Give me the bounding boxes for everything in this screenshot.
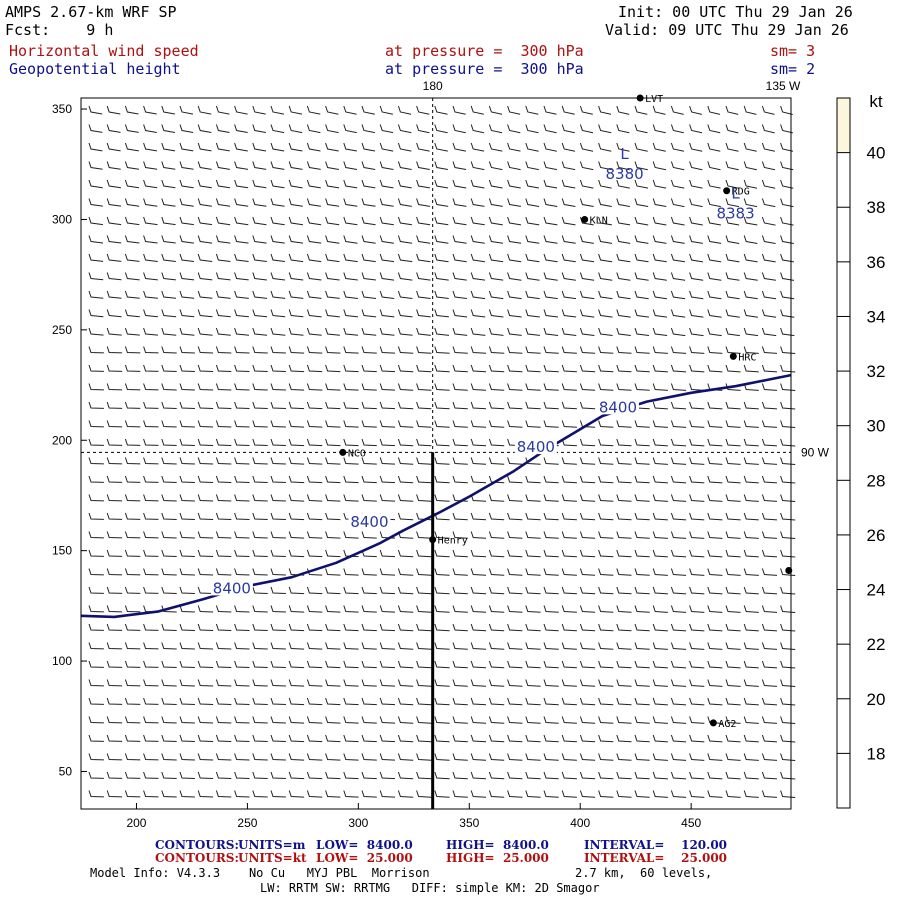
wind-barb-field [88,105,796,798]
low-value: 8380 [606,165,644,183]
field1-name: Horizontal wind speed [9,42,199,60]
contour-label: 8400 [517,438,555,456]
physics-info: LW: RRTM SW: RRTMG DIFF: simple KM: 2D S… [260,881,600,895]
colorbar-tick-label: 20 [867,690,886,709]
contours2-units: UNITS=kt [238,851,307,865]
colorbar-tick-label: 22 [867,635,886,654]
contour-label-bg [348,513,391,530]
x-tick-label: 250 [237,816,257,830]
low-symbol: L [620,145,629,163]
x-tick-label: 200 [126,816,146,830]
station-label: AG2 [718,719,736,730]
field2-level: at pressure = 300 hPa [385,60,584,78]
colorbar-tick-label: 30 [867,417,886,436]
contour-8400 [80,373,792,619]
station-marker [729,352,737,360]
plot-frame [80,97,792,810]
colorbar: kt 18 20 22 24 26 28 30 32 34 36 38 40 [836,92,886,809]
y-tick-label: 200 [52,433,72,447]
station-label: Henry [438,536,468,547]
grid-info: 2.7 km, 60 levels, [575,866,713,880]
wind-barbs [88,105,796,798]
x-tick-label: 400 [570,816,590,830]
colorbar-tick-label: 26 [867,526,886,545]
station-label: LVT [645,94,663,105]
contours2-high: HIGH= 25.000 [446,851,549,865]
y-tick-label: 150 [52,544,72,558]
station-label: NCO [348,448,366,459]
colorbar-tick-label: 32 [867,362,886,381]
low-symbol: L [731,185,740,203]
stations: NCO Henry KLN RDG HRC AG2 LVT [339,94,793,730]
meridian-label-90w: 90 W [801,445,830,459]
contours2-interval: INTERVAL= 25.000 [584,851,728,865]
station-label: HRC [738,352,756,363]
meridian-lines: 180 135 W 90 W [81,79,830,809]
contours1-high: HIGH= 8400.0 [446,838,549,852]
model-info: Model Info: V4.3.3 No Cu MYJ PBL Morriso… [90,866,430,880]
contours2-label: CONTOURS: [155,851,239,865]
colorbar-tick-label: 36 [867,253,886,272]
colorbar-tick-label: 40 [867,144,886,163]
station-marker [581,215,589,223]
contours1-label: CONTOURS: [155,838,239,852]
field2-name: Geopotential height [9,60,181,78]
colorbar-shade [837,98,850,153]
colorbar-tick-label: 24 [867,581,886,600]
contour-label: 8400 [350,513,388,531]
x-tick-label: 450 [681,816,701,830]
low-value: 8383 [716,205,754,223]
station-marker [339,448,347,456]
colorbar-tick-label: 34 [867,307,886,326]
height-contours: 8400 8400 8400 8400 [80,373,792,619]
x-tick-label: 350 [459,816,479,830]
forecast-hour: Fcst: 9 h [5,21,114,39]
contour-label-bg [514,438,557,455]
field1-level: at pressure = 300 hPa [385,42,584,60]
contours1-low: LOW= 8400.0 [316,838,413,852]
contours2-low: LOW= 25.000 [316,851,413,865]
axes: 200 250 300 350 400 450 50 100 150 200 250 300 350 [52,102,702,830]
contours1-interval: INTERVAL= 120.00 [584,838,728,852]
meridian-label-180: 180 [423,79,443,93]
contour-label: 8400 [599,398,637,416]
station-marker [429,536,437,544]
y-tick-label: 50 [59,764,73,778]
contour-label-bg [210,579,253,596]
contour-label-bg [596,398,639,415]
x-tick-label: 300 [348,816,368,830]
colorbar-tick-label: 18 [867,744,886,763]
station-label: RDG [732,187,750,198]
station-marker [709,719,717,727]
model-title: AMPS 2.67-km WRF SP [5,3,177,21]
field1-smoothing: sm= 3 [770,42,816,60]
meridian-label-135w: 135 W [766,79,801,93]
colorbar-frame [836,97,851,809]
field2-smoothing: sm= 2 [770,60,816,78]
colorbar-tick-label: 38 [867,198,886,217]
contour-label: 8400 [213,579,251,597]
station-label: KLN [590,215,608,226]
y-tick-label: 100 [52,654,72,668]
valid-time: Valid: 09 UTC Thu 29 Jan 26 [605,21,849,39]
y-tick-label: 300 [52,212,72,226]
colorbar-unit: kt [869,92,883,111]
colorbar-tick-label: 28 [867,471,886,490]
low-centers: L 8380 L 8383 [606,145,755,223]
station-marker [723,187,731,195]
y-tick-label: 250 [52,323,72,337]
contours1-units: UNITS=m [238,838,306,852]
init-time: Init: 00 UTC Thu 29 Jan 26 [618,3,853,21]
y-tick-label: 350 [52,102,72,116]
